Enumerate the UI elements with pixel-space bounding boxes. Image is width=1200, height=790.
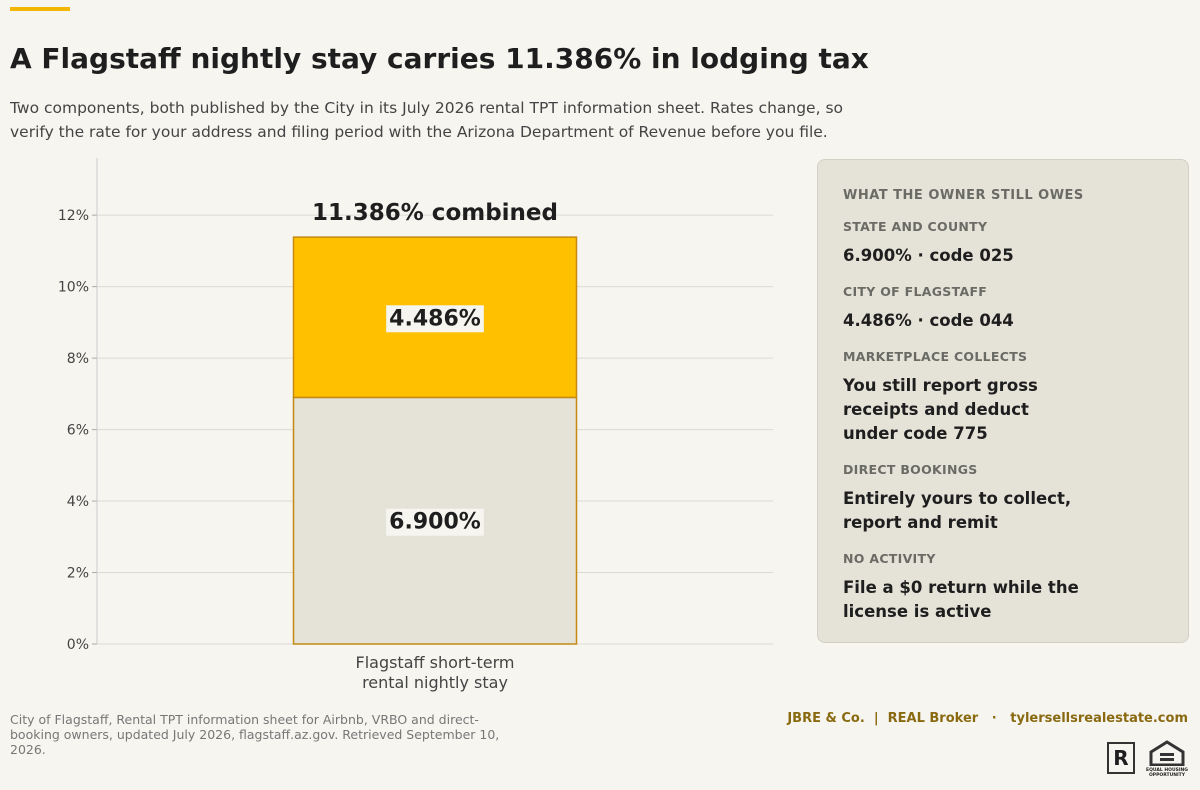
panel-text: You still report gross receipts and dedu… bbox=[843, 376, 1038, 443]
realtor-logo: R bbox=[1107, 742, 1135, 774]
y-tick-label: 8% bbox=[67, 351, 89, 367]
y-tick-label: 10% bbox=[58, 280, 89, 296]
panel-text: File a $0 return while the license is ac… bbox=[843, 578, 1079, 621]
panel-label: DIRECT BOOKINGS bbox=[843, 462, 978, 477]
panel-title: WHAT THE OWNER STILL OWES bbox=[843, 188, 1084, 203]
logo-text: EQUAL HOUSING OPPORTUNITY bbox=[1146, 768, 1188, 778]
panel-label: STATE AND COUNTY bbox=[843, 219, 988, 234]
y-tick-label: 4% bbox=[67, 494, 89, 510]
panel-label: NO ACTIVITY bbox=[843, 551, 936, 566]
accent-bar bbox=[10, 7, 70, 11]
title: A Flagstaff nightly stay carries 11.386%… bbox=[10, 42, 869, 75]
x-tick-label: Flagstaff short-term rental nightly stay bbox=[355, 653, 515, 692]
value-label: 6.900% bbox=[389, 510, 481, 535]
source: City of Flagstaff, Rental TPT informatio… bbox=[10, 712, 500, 757]
panel-text: 6.900% · code 025 bbox=[843, 246, 1014, 265]
y-tick-label: 12% bbox=[58, 208, 89, 224]
panel-text: 4.486% · code 044 bbox=[843, 311, 1014, 330]
brand: JBRE & Co. | REAL Broker · tylersellsrea… bbox=[787, 711, 1188, 726]
value-label: 4.486% bbox=[389, 306, 481, 331]
total-annotation: 11.386% combined bbox=[312, 200, 558, 226]
label-background bbox=[386, 305, 484, 333]
chart: 0% 2% 4% 6% 8% 10% 12% 6.900% 4.486% 11.386% comb… bbox=[58, 158, 773, 653]
panel-items: STATE AND COUNTY 6.900% · code 025 CITY OF… bbox=[843, 219, 1163, 624]
subtitle: Two components, both published by the Ci… bbox=[10, 99, 843, 141]
y-tick-label: 2% bbox=[67, 566, 89, 582]
panel-label: CITY OF FLAGSTAFF bbox=[843, 284, 988, 299]
y-tick-label: 0% bbox=[67, 637, 89, 653]
house-icon bbox=[1149, 740, 1185, 767]
panel-text: Entirely yours to collect, report and re… bbox=[843, 489, 1072, 532]
panel-label: MARKETPLACE COLLECTS bbox=[843, 349, 1028, 364]
side-panel: WHAT THE OWNER STILL OWES STATE AND COUN… bbox=[817, 159, 1189, 643]
equal-housing-logo: EQUAL HOUSING OPPORTUNITY bbox=[1143, 740, 1191, 778]
y-tick-label: 6% bbox=[67, 423, 89, 439]
label-background bbox=[386, 508, 484, 536]
